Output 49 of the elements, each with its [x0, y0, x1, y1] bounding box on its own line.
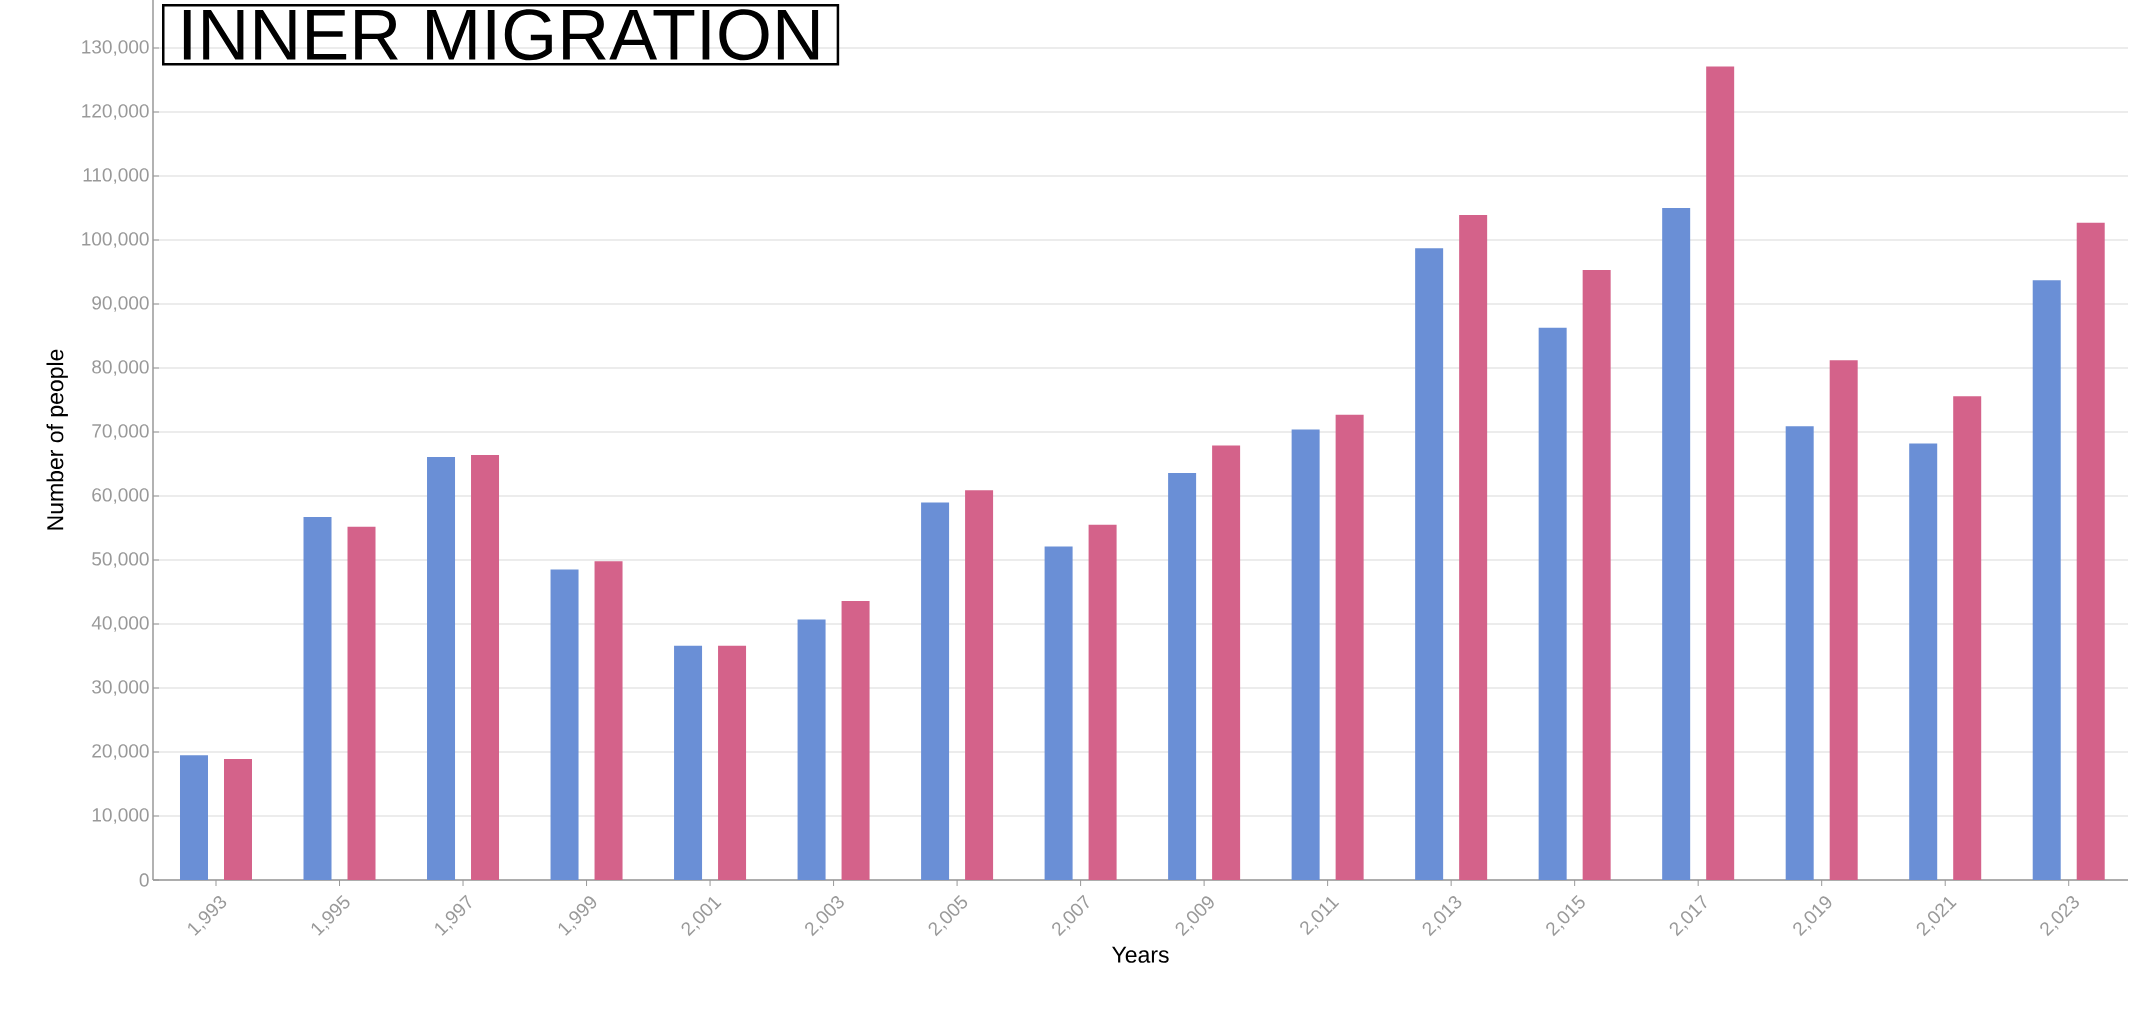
- bar: [2032, 280, 2061, 880]
- bar: [1953, 396, 1982, 880]
- y-tick-label: 0: [139, 873, 149, 887]
- y-tick-label: 90,000: [92, 296, 149, 312]
- bar: [797, 619, 826, 880]
- bar: [1459, 215, 1488, 880]
- bar: [1909, 443, 1938, 880]
- bar: [303, 517, 332, 880]
- bar: [1168, 472, 1197, 880]
- bar: [2076, 222, 2105, 880]
- bar: [1291, 429, 1320, 880]
- y-tick-label: 30,000: [92, 680, 149, 696]
- bar: [1582, 270, 1611, 880]
- bar: [921, 502, 950, 880]
- y-tick-label: 50,000: [92, 552, 149, 568]
- y-tick-label: 70,000: [92, 424, 149, 440]
- x-axis-title: Years: [1112, 946, 1169, 963]
- bar: [1415, 248, 1444, 880]
- y-tick-label: 40,000: [91, 616, 149, 632]
- bar: [1662, 208, 1691, 880]
- y-tick-label: 80,000: [92, 360, 149, 376]
- bar: [841, 600, 870, 880]
- bar: [1044, 546, 1073, 880]
- bar: [1538, 327, 1567, 880]
- bar: [471, 455, 500, 880]
- bar: [427, 456, 456, 880]
- bar: [223, 759, 252, 880]
- bar: [1785, 426, 1814, 880]
- y-tick-label: 120,000: [82, 104, 149, 120]
- y-tick-label: 100,000: [82, 232, 149, 248]
- bar: [594, 561, 623, 880]
- bar: [1706, 66, 1735, 880]
- bar: [674, 645, 703, 880]
- y-tick-label: 10,000: [92, 808, 149, 824]
- bar: [1829, 360, 1858, 880]
- bar: [550, 569, 579, 880]
- y-axis-title: Number of people: [46, 349, 68, 530]
- y-tick-label: 20,000: [92, 744, 149, 760]
- bar: [179, 755, 208, 880]
- y-tick-label: 110,000: [83, 168, 149, 184]
- bar: [718, 645, 747, 880]
- bar: [1088, 524, 1117, 880]
- bar: [347, 526, 376, 880]
- y-tick-label: 130,000: [82, 40, 149, 56]
- bar: [1212, 445, 1241, 880]
- chart-title: INNER MIGRATION: [183, 9, 819, 61]
- bar: [1335, 414, 1364, 880]
- y-tick-label: 60,000: [92, 488, 149, 504]
- bar: [965, 490, 994, 880]
